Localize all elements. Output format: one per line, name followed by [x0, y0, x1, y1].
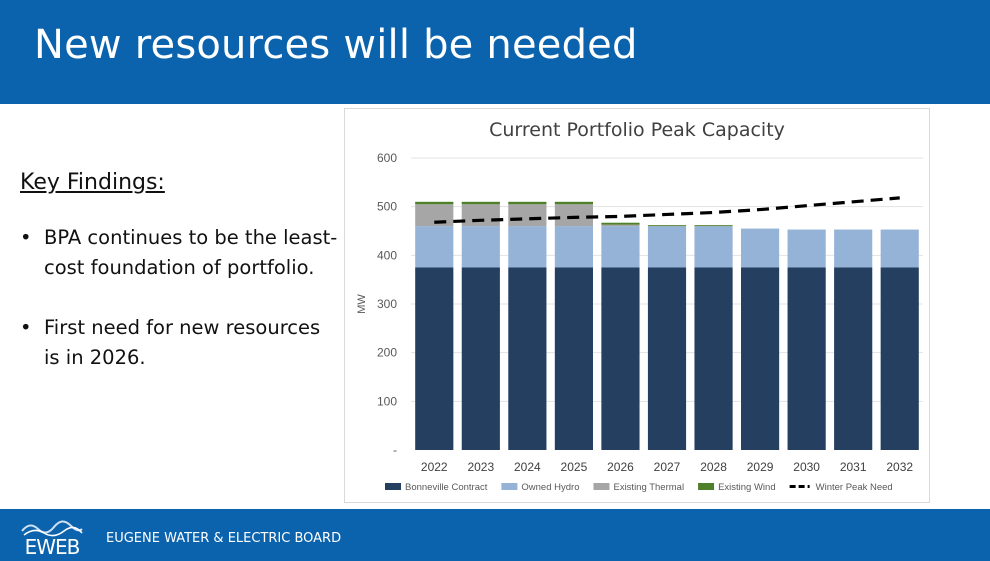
x-tick-label: 2028 — [700, 460, 727, 474]
x-tick-label: 2030 — [793, 460, 820, 474]
y-tick-label: 200 — [377, 346, 397, 360]
x-tick-label: 2024 — [514, 460, 541, 474]
bar-segment — [880, 229, 919, 268]
y-axis-label: MW — [356, 294, 368, 314]
x-tick-label: 2032 — [886, 460, 913, 474]
bullet-icon: • — [20, 226, 32, 249]
findings-list: • BPA continues to be the least-cost foun… — [20, 223, 340, 373]
bar-segment — [415, 267, 454, 450]
bar-segment — [554, 267, 593, 450]
y-tick-label: - — [393, 443, 397, 457]
bar-segment — [461, 201, 500, 205]
chart-container: Current Portfolio Peak Capacity - 100 200 3… — [344, 108, 930, 503]
y-tick-label: 100 — [377, 394, 397, 408]
finding-text: BPA continues to be the least-cost found… — [44, 226, 338, 279]
legend-label: Existing Thermal — [613, 482, 684, 493]
y-tick-label: 600 — [377, 151, 397, 165]
bar-segment — [554, 226, 593, 268]
chart-title: Current Portfolio Peak Capacity — [489, 119, 785, 141]
x-tick-label: 2029 — [747, 460, 774, 474]
key-findings-heading: Key Findings: — [20, 170, 165, 195]
organization-name: EUGENE WATER & ELECTRIC BOARD — [106, 531, 342, 546]
legend-swatch — [501, 483, 518, 490]
bar-segment — [834, 229, 873, 268]
x-tick-label: 2031 — [840, 460, 867, 474]
legend-label: Existing Wind — [718, 482, 776, 493]
bar-segment — [787, 267, 826, 450]
finding-item: • BPA continues to be the least-cost foun… — [20, 223, 340, 283]
x-axis: 2022 2023 2024 2025 2026 2027 2028 2029 2030 2031… — [421, 460, 913, 474]
bar-segment — [601, 222, 640, 225]
x-tick-label: 2023 — [467, 460, 494, 474]
bar-segment — [647, 226, 687, 268]
legend: Bonneville Contract Owned Hydro Existing T… — [385, 482, 893, 493]
bar-segment — [601, 226, 640, 268]
bar-segment — [415, 226, 454, 268]
legend-label: Winter Peak Need — [816, 482, 893, 493]
logo-wave-icon — [21, 520, 83, 537]
y-axis: - 100 200 300 400 500 600 — [377, 151, 397, 457]
y-tick-label: 300 — [377, 297, 397, 311]
key-findings-panel: Key Findings: • BPA continues to be the l… — [20, 170, 340, 403]
legend-label: Bonneville Contract — [405, 482, 488, 493]
title-bar: New resources will be needed — [0, 0, 990, 104]
bar-segment — [694, 267, 733, 450]
bars — [415, 201, 919, 450]
bar-segment — [508, 267, 547, 450]
x-tick-label: 2025 — [561, 460, 588, 474]
bar-segment — [508, 226, 547, 268]
bar-segment — [461, 226, 500, 268]
bar-segment — [787, 229, 826, 268]
bar-segment — [647, 267, 687, 450]
legend-swatch — [698, 483, 715, 490]
bar-segment — [647, 225, 687, 227]
bar-segment — [601, 224, 640, 227]
bullet-icon: • — [20, 316, 32, 339]
bar-segment — [554, 204, 593, 227]
slide-title: New resources will be needed — [34, 22, 638, 68]
bar-segment — [554, 201, 593, 205]
finding-text: First need for new resources is in 2026. — [44, 316, 321, 369]
x-tick-label: 2022 — [421, 460, 448, 474]
bar-segment — [415, 201, 454, 205]
bar-segment — [415, 204, 454, 227]
x-tick-label: 2027 — [654, 460, 681, 474]
legend-swatch — [385, 483, 401, 490]
eweb-logo: EWEB — [20, 517, 84, 559]
bar-segment — [741, 228, 780, 268]
legend-swatch — [593, 483, 610, 490]
winter-peak-need-line — [434, 196, 900, 224]
bar-segment — [694, 226, 733, 268]
x-tick-label: 2026 — [607, 460, 634, 474]
bar-segment — [461, 204, 500, 227]
bar-segment — [508, 204, 547, 227]
bar-segment — [461, 267, 500, 450]
bar-segment — [694, 225, 733, 227]
footer-bar: EWEB EUGENE WATER & ELECTRIC BOARD — [0, 509, 990, 561]
bar-segment — [880, 267, 919, 450]
bar-segment — [601, 267, 640, 450]
bar-segment — [741, 267, 780, 450]
legend-label: Owned Hydro — [521, 482, 579, 493]
finding-item: • First need for new resources is in 2026… — [20, 313, 340, 373]
bar-segment — [834, 267, 873, 450]
bar-segment — [508, 201, 547, 205]
logo-text: EWEB — [24, 535, 81, 559]
y-tick-label: 500 — [377, 200, 397, 214]
y-tick-label: 400 — [377, 248, 397, 262]
